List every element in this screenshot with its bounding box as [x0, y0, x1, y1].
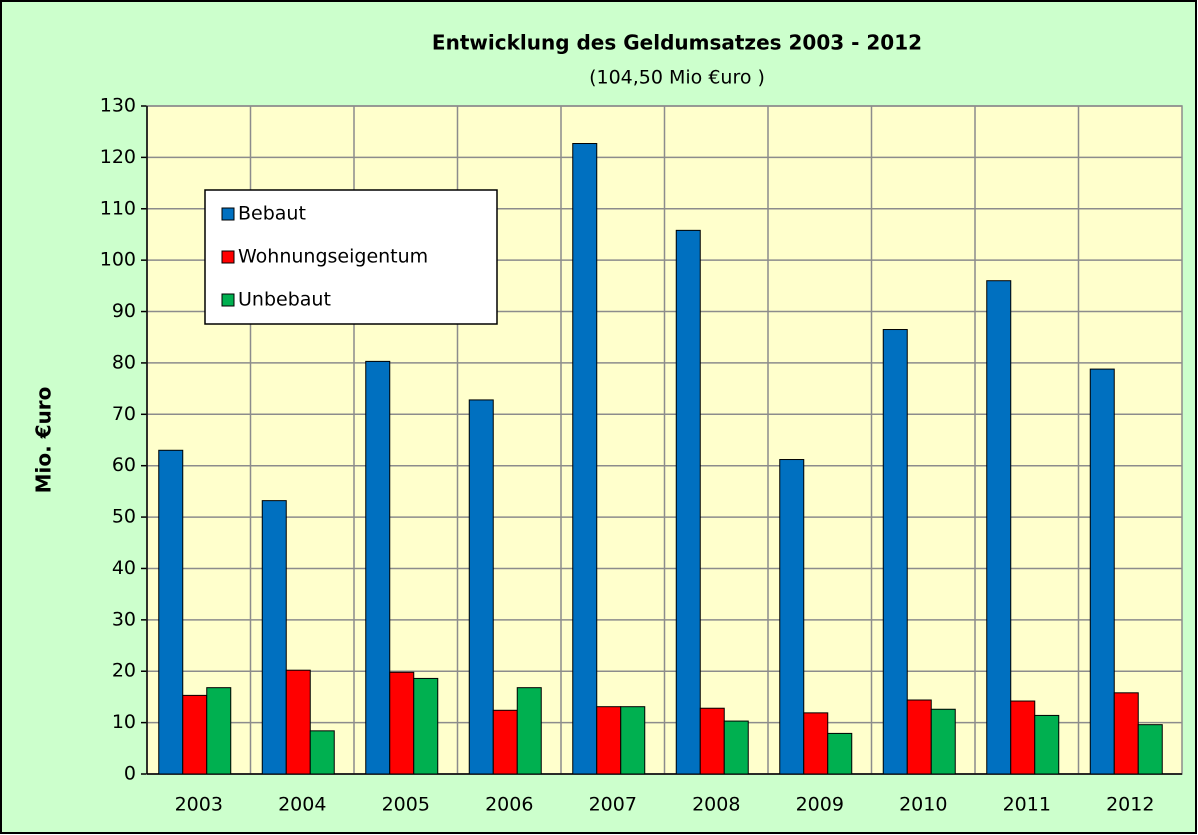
bar	[572, 143, 598, 775]
y-tick-label: 110	[100, 197, 136, 219]
bar	[516, 687, 542, 775]
bar	[158, 449, 184, 775]
x-tick-label: 2006	[485, 794, 533, 816]
x-tick-label: 2009	[796, 794, 844, 816]
legend-swatch	[221, 207, 235, 221]
legend-label: Unbebaut	[238, 289, 331, 311]
y-tick-label: 80	[112, 351, 136, 373]
bar	[413, 677, 439, 775]
bar	[389, 671, 415, 775]
y-tick-label: 50	[112, 506, 136, 528]
bar	[309, 730, 335, 775]
bar	[206, 687, 232, 775]
y-tick-label: 70	[112, 403, 136, 425]
x-tick-label: 2007	[589, 794, 637, 816]
y-tick-label: 100	[100, 249, 136, 271]
bar	[261, 500, 287, 775]
legend-label: Bebaut	[238, 203, 306, 225]
bar	[1113, 692, 1139, 775]
x-tick-label: 2008	[692, 794, 740, 816]
chart-subtitle: (104,50 Mio €uro )	[589, 67, 765, 89]
y-tick-label: 10	[112, 711, 136, 733]
legend-swatch	[221, 250, 235, 264]
bar	[675, 229, 701, 775]
bar	[699, 707, 725, 775]
bar	[930, 708, 956, 775]
bar	[779, 459, 805, 775]
legend-label: Wohnungseigentum	[238, 246, 428, 268]
y-tick-label: 120	[100, 146, 136, 168]
bar	[882, 329, 908, 775]
y-tick-label: 90	[112, 300, 136, 322]
y-tick-label: 30	[112, 608, 136, 630]
bar	[827, 732, 853, 775]
y-tick-label: 60	[112, 454, 136, 476]
x-tick-label: 2003	[175, 794, 223, 816]
bar	[492, 709, 518, 775]
legend-swatch	[221, 293, 235, 307]
y-tick-label: 130	[100, 95, 136, 117]
bar	[620, 706, 646, 775]
bar	[986, 280, 1012, 775]
bar	[1089, 368, 1115, 775]
bar	[182, 694, 208, 775]
bar	[285, 669, 311, 775]
bar	[1137, 724, 1163, 775]
bar	[596, 706, 622, 775]
chart-title: Entwicklung des Geldumsatzes 2003 - 2012	[432, 31, 922, 55]
y-tick-label: 20	[112, 660, 136, 682]
bar	[468, 399, 494, 775]
bar	[906, 699, 932, 775]
x-tick-label: 2004	[278, 794, 326, 816]
y-axis-label: Mio. €uro	[32, 387, 56, 494]
bar	[723, 720, 749, 775]
x-tick-label: 2010	[899, 794, 947, 816]
bar	[1010, 700, 1036, 775]
bars	[158, 143, 1163, 775]
x-tick-label: 2005	[382, 794, 430, 816]
legend-box	[204, 189, 498, 325]
x-tick-label: 2012	[1106, 794, 1154, 816]
y-tick-label: 0	[124, 763, 136, 785]
bar	[803, 712, 829, 775]
x-tick-label: 2011	[1003, 794, 1051, 816]
y-tick-label: 40	[112, 557, 136, 579]
bar	[1034, 714, 1060, 775]
legend: Bebaut Wohnungseigentum Unbebaut	[204, 189, 498, 325]
bar	[365, 360, 391, 775]
